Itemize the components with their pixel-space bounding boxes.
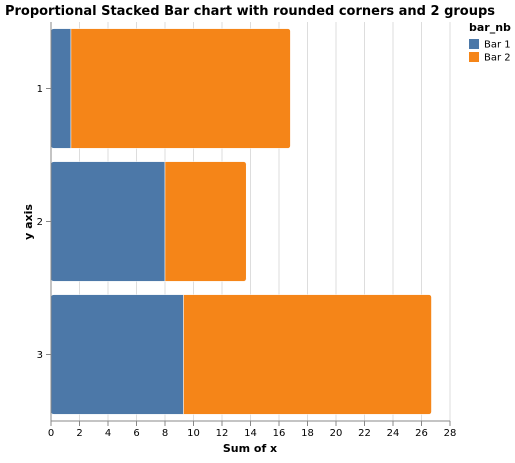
bar-segment-bar-1 — [50, 294, 184, 415]
chart-title: Proportional Stacked Bar chart with roun… — [5, 4, 495, 19]
legend-label: Bar 2 — [484, 53, 511, 64]
y-axis: 1 2 3 — [37, 22, 52, 421]
y-tick-label: 1 — [37, 84, 43, 95]
y-tick-label: 2 — [37, 217, 43, 228]
x-tick-label: 0 — [48, 428, 54, 439]
x-tick-label: 16 — [273, 428, 286, 439]
x-tick-label: 6 — [133, 428, 139, 439]
x-tick-label: 18 — [301, 428, 314, 439]
x-tick-label: 22 — [358, 428, 371, 439]
x-tick-label: 4 — [105, 428, 111, 439]
x-tick-label: 14 — [244, 428, 257, 439]
y-tick-label: 3 — [37, 350, 43, 361]
legend-label: Bar 1 — [484, 40, 511, 51]
legend: bar_nb Bar 1 Bar 2 — [469, 21, 511, 64]
x-axis-title: Sum of x — [223, 442, 277, 455]
legend-swatch — [469, 52, 479, 62]
x-tick-label: 26 — [415, 428, 428, 439]
bar-segment-bar-2 — [183, 294, 432, 415]
bar-segment-bar-2 — [164, 161, 247, 282]
bar-segment-bar-2 — [70, 28, 291, 149]
y-axis-title: y axis — [22, 204, 35, 240]
legend-swatch — [469, 39, 479, 49]
x-tick-label: 24 — [387, 428, 400, 439]
bars — [50, 28, 432, 415]
x-axis: 0 2 4 6 8 10 12 14 16 18 20 22 24 26 28 — [48, 420, 457, 439]
x-tick-label: 8 — [162, 428, 168, 439]
bar-segment-bar-1 — [50, 28, 72, 149]
bar-segment-bar-1 — [50, 161, 166, 282]
x-tick-label: 12 — [216, 428, 229, 439]
x-tick-label: 2 — [76, 428, 82, 439]
x-tick-label: 20 — [330, 428, 343, 439]
x-tick-label: 10 — [187, 428, 200, 439]
x-tick-label: 28 — [444, 428, 457, 439]
legend-title: bar_nb — [469, 21, 511, 34]
